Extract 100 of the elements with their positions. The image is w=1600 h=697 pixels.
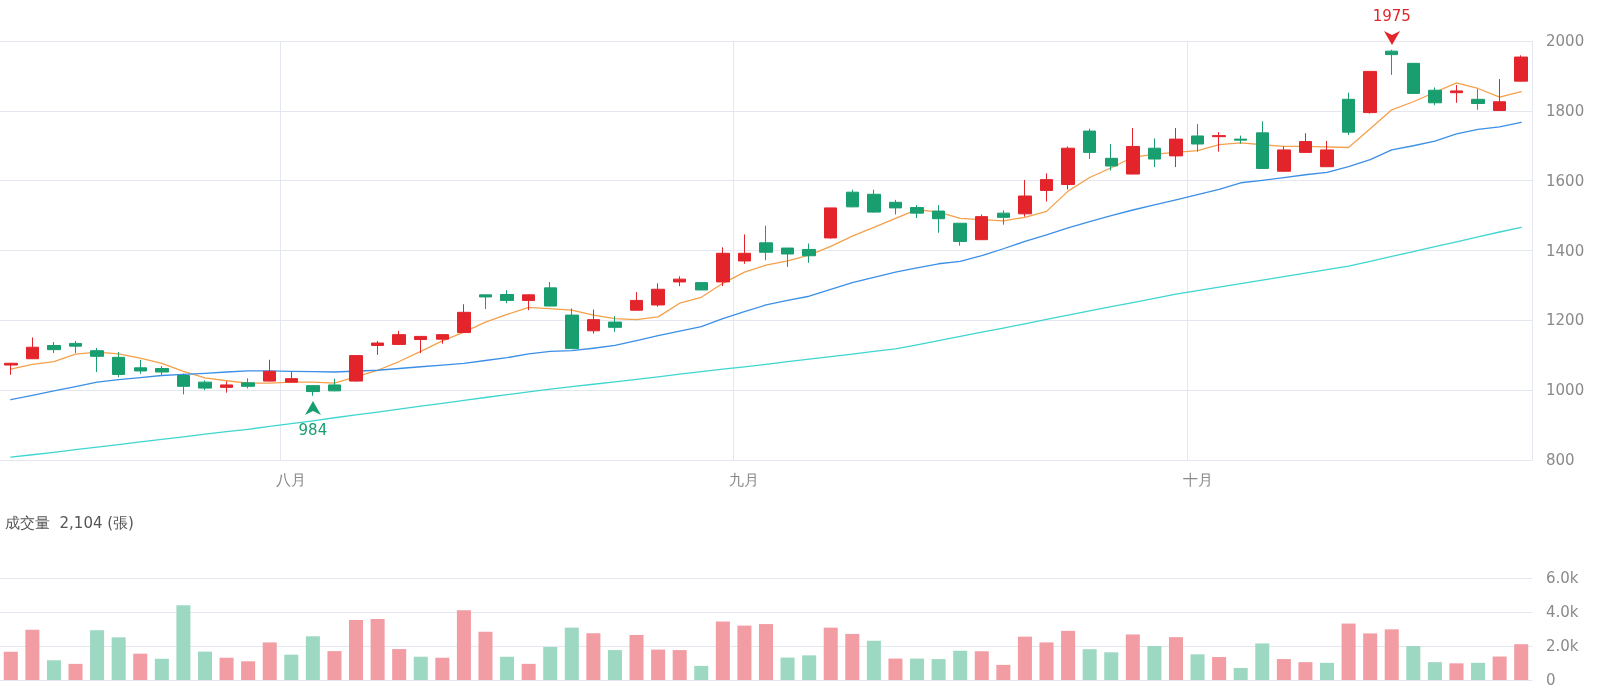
y-tick-label: 2000: [1546, 32, 1585, 50]
bar: [866, 640, 881, 680]
bar: [758, 624, 774, 680]
y-tick-label: 1200: [1546, 311, 1585, 330]
bar: [651, 649, 666, 680]
bar: [1320, 662, 1335, 680]
candlestick: [867, 189, 881, 214]
candlestick: [932, 204, 945, 234]
bar: [327, 651, 342, 680]
bar: [1147, 646, 1162, 680]
bar: [823, 627, 838, 680]
y-tick-label: 800: [1546, 451, 1575, 469]
bar: [1039, 642, 1054, 680]
bar: [25, 629, 40, 680]
candlestick: [1363, 70, 1377, 115]
y-tick-label: 1600: [1546, 171, 1585, 190]
x-tick-label: 九月: [729, 470, 760, 489]
bar: [284, 654, 299, 680]
candlestick: [198, 379, 212, 391]
candlestick: [112, 351, 125, 378]
candlestick: [544, 281, 557, 307]
bar: [737, 625, 752, 680]
candlestick: [263, 359, 276, 382]
candlestick: [846, 189, 859, 208]
bar: [672, 650, 687, 680]
bar: [305, 636, 320, 680]
candlestick: [371, 340, 384, 356]
candlestick: [781, 247, 794, 268]
candlestick: [1040, 172, 1053, 203]
candlestick: [328, 378, 341, 392]
annotation: 984: [298, 420, 328, 439]
bar: [241, 661, 256, 680]
bar: [715, 621, 730, 680]
bar: [802, 655, 817, 680]
candlestick: [1493, 78, 1506, 112]
candlestick: [500, 289, 514, 304]
y-tick-label: 1800: [1546, 101, 1585, 120]
bar: [1082, 649, 1097, 680]
x-tick-label: 八月: [276, 470, 307, 489]
candlestick: [1169, 127, 1183, 168]
candlestick: [953, 222, 967, 247]
candlestick: [565, 307, 579, 350]
candlestick: [824, 207, 837, 240]
candlestick: [1320, 140, 1334, 168]
bar: [1125, 634, 1140, 680]
candlestick: [1277, 145, 1291, 173]
bar: [435, 657, 450, 680]
candlestick: [26, 336, 39, 360]
bar: [586, 633, 601, 680]
bar: [1276, 659, 1291, 680]
candlestick: [1514, 54, 1528, 82]
candlestick: [47, 341, 61, 354]
bar: [90, 630, 105, 680]
bar: [478, 631, 493, 680]
bar: [1212, 657, 1227, 680]
bar: [46, 660, 61, 680]
candlestick: [1299, 132, 1312, 154]
candlestick: [975, 214, 988, 241]
bar: [564, 627, 579, 680]
y-tick-label: 1000: [1546, 381, 1585, 400]
candlestick: [1083, 128, 1096, 160]
candlestick: [1105, 143, 1118, 172]
candlestick: [1385, 49, 1398, 76]
bar: [262, 642, 277, 680]
candlestick: [1342, 92, 1355, 136]
y-tick-label: 6.0k: [1546, 569, 1579, 587]
bar: [1363, 633, 1378, 680]
candlestick: [392, 330, 406, 346]
y-tick-label: 2.0k: [1546, 637, 1579, 655]
candlestick: [349, 354, 363, 382]
bar: [413, 656, 428, 680]
bar: [219, 657, 234, 680]
line-series: [10, 121, 1522, 401]
y-tick-label: 1400: [1546, 241, 1585, 260]
bar: [68, 663, 83, 680]
bar: [1190, 654, 1205, 680]
bar: [1017, 636, 1032, 680]
bar: [500, 656, 515, 680]
bar: [1384, 629, 1399, 680]
bar: [1471, 662, 1486, 680]
bar: [392, 649, 407, 680]
bar: [370, 618, 385, 680]
candlestick: [90, 347, 104, 373]
bar: [694, 665, 709, 680]
candlestick: [414, 335, 427, 354]
bar: [1341, 623, 1356, 680]
chart-title: 成交量 2,104 (張): [5, 513, 134, 532]
candlestick: [177, 373, 190, 395]
candlestick: [285, 371, 298, 383]
bar: [910, 658, 925, 680]
y-tick-label: 4.0k: [1546, 603, 1579, 621]
bar: [1233, 667, 1248, 680]
candlestick: [587, 309, 600, 335]
candlestick: [1450, 84, 1463, 104]
candlestick: [997, 209, 1010, 226]
bar: [1061, 630, 1076, 680]
bar: [780, 657, 795, 680]
bar: [607, 650, 622, 680]
candlestick: [1234, 135, 1247, 145]
candlestick: [651, 282, 665, 308]
